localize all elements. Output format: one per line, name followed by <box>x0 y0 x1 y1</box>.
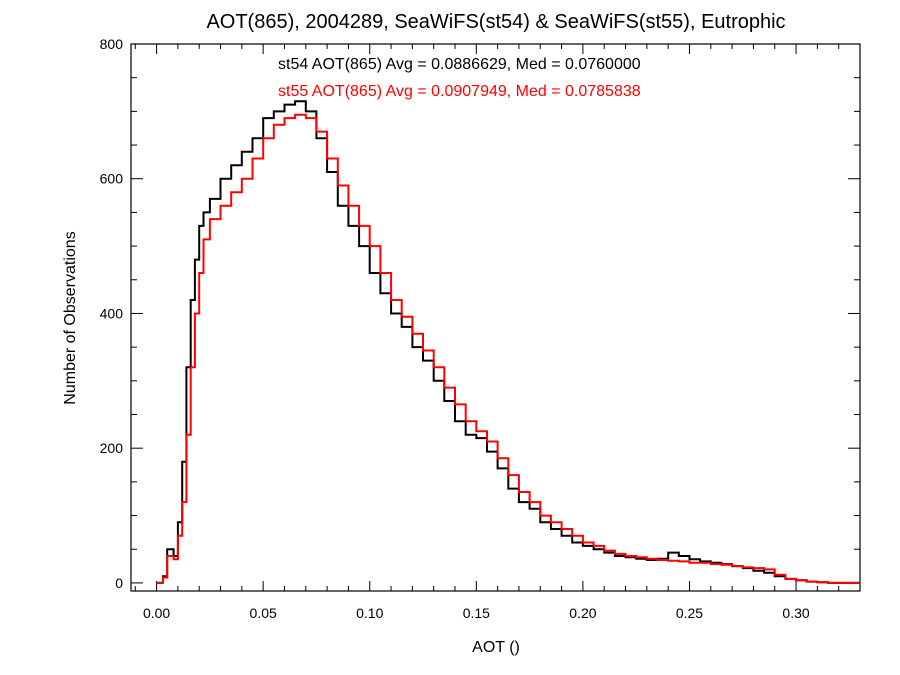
y-tick-label: 400 <box>100 305 124 321</box>
x-axis-label: AOT () <box>472 639 520 656</box>
series-layer <box>156 100 860 584</box>
y-tick-label: 200 <box>100 440 124 456</box>
x-axis-tick-labels: 0.00 0.05 0.10 0.15 0.20 0.25 0.30 <box>143 605 810 621</box>
y-axis-label: Number of Observations <box>62 231 79 404</box>
x-tick-label: 0.30 <box>782 605 809 621</box>
x-axis-ticks <box>134 44 861 591</box>
plot-frame <box>130 43 861 592</box>
annotation-st54: st54 AOT(865) Avg = 0.0886629, Med = 0.0… <box>278 56 641 73</box>
y-axis-tick-labels: 0 200 400 600 800 <box>100 36 124 591</box>
x-tick-label: 0.10 <box>356 605 383 621</box>
x-tick-label: 0.00 <box>143 605 170 621</box>
x-tick-label: 0.05 <box>250 605 277 621</box>
chart-title: AOT(865), 2004289, SeaWiFS(st54) & SeaWi… <box>206 11 785 33</box>
y-tick-label: 0 <box>115 575 123 591</box>
annotation-st55: st55 AOT(865) Avg = 0.0907949, Med = 0.0… <box>278 83 641 100</box>
x-tick-label: 0.15 <box>463 605 490 621</box>
y-tick-label: 600 <box>100 171 124 187</box>
y-tick-label: 800 <box>100 36 124 52</box>
y-axis-ticks <box>131 43 860 584</box>
series-st55-line <box>156 113 860 584</box>
x-tick-label: 0.20 <box>569 605 596 621</box>
series-st54-line <box>156 100 860 584</box>
x-tick-label: 0.25 <box>676 605 703 621</box>
